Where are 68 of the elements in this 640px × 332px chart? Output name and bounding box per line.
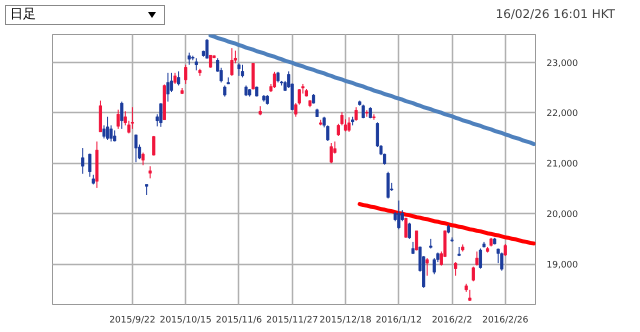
candlestick xyxy=(330,142,333,164)
candlestick xyxy=(230,48,234,76)
candlestick xyxy=(472,266,475,282)
candlestick xyxy=(408,222,412,240)
candlestick xyxy=(113,130,116,142)
candlestick xyxy=(81,148,84,174)
line-series xyxy=(358,202,536,246)
x-tick-label: 2016/2/2 xyxy=(432,316,472,326)
candlestick xyxy=(208,54,212,68)
y-tick-label: 22,000 xyxy=(546,109,578,120)
x-tick-label: 2015/11/6 xyxy=(216,316,262,326)
y-tick-label: 19,000 xyxy=(546,260,578,271)
candlestick xyxy=(411,241,415,255)
candlestick xyxy=(414,230,418,251)
line-series xyxy=(208,34,536,146)
text: 16/02/26 16:01 HKT xyxy=(496,6,615,23)
candlestick xyxy=(173,72,177,84)
candlestick xyxy=(106,116,110,140)
y-tick-label: 23,000 xyxy=(546,58,578,69)
candlestick xyxy=(454,262,458,276)
candlestick xyxy=(102,124,106,139)
candlestick xyxy=(362,104,365,119)
candlestick xyxy=(223,84,226,98)
y-tick-label: 20,000 xyxy=(546,210,578,220)
candlestick xyxy=(134,134,138,163)
x-tick-label: 2015/12/18 xyxy=(320,316,372,326)
text: 日足 xyxy=(10,6,36,24)
x-tick-label: 2015/10/15 xyxy=(160,316,212,326)
candlestick xyxy=(120,101,124,130)
candlestick xyxy=(240,64,244,78)
candlestick xyxy=(148,166,152,179)
candlestick xyxy=(205,38,209,60)
candlestick xyxy=(478,248,482,270)
candlestick xyxy=(237,62,241,76)
candlestick xyxy=(159,102,162,128)
candlestick xyxy=(475,251,478,266)
candlestick xyxy=(266,94,269,106)
candlestick xyxy=(88,153,92,178)
y-tick-label: 21,000 xyxy=(546,160,578,170)
candlestick xyxy=(184,64,188,84)
candlestick xyxy=(272,71,276,88)
candlestick xyxy=(504,243,507,257)
candlestick xyxy=(468,289,472,302)
candlestick xyxy=(429,238,432,249)
x-tick-label: 2015/11/27 xyxy=(266,316,318,326)
candlestick xyxy=(130,106,134,130)
candlestick xyxy=(276,71,280,83)
candlestick xyxy=(116,109,120,130)
candlestick xyxy=(426,258,429,276)
x-tick-label: 2015/9/22 xyxy=(109,316,156,326)
candlestick xyxy=(145,184,148,196)
candlestick xyxy=(194,58,198,71)
candlestick xyxy=(176,70,180,86)
candlestick xyxy=(110,124,113,142)
candlestick xyxy=(500,252,504,272)
candlestick xyxy=(354,106,358,122)
candlestick xyxy=(368,106,372,119)
candlestick xyxy=(404,217,408,238)
candlestick xyxy=(258,106,262,116)
candlestick xyxy=(244,84,248,97)
candlestick xyxy=(141,152,145,166)
candlestick xyxy=(347,116,351,132)
candlestick xyxy=(188,52,191,66)
candlestick xyxy=(166,72,170,102)
candlestick xyxy=(92,174,95,185)
x-tick-label: 2016/1/12 xyxy=(376,316,422,326)
x-tick-label: 2016/2/26 xyxy=(482,316,529,326)
candlestick xyxy=(397,200,400,230)
